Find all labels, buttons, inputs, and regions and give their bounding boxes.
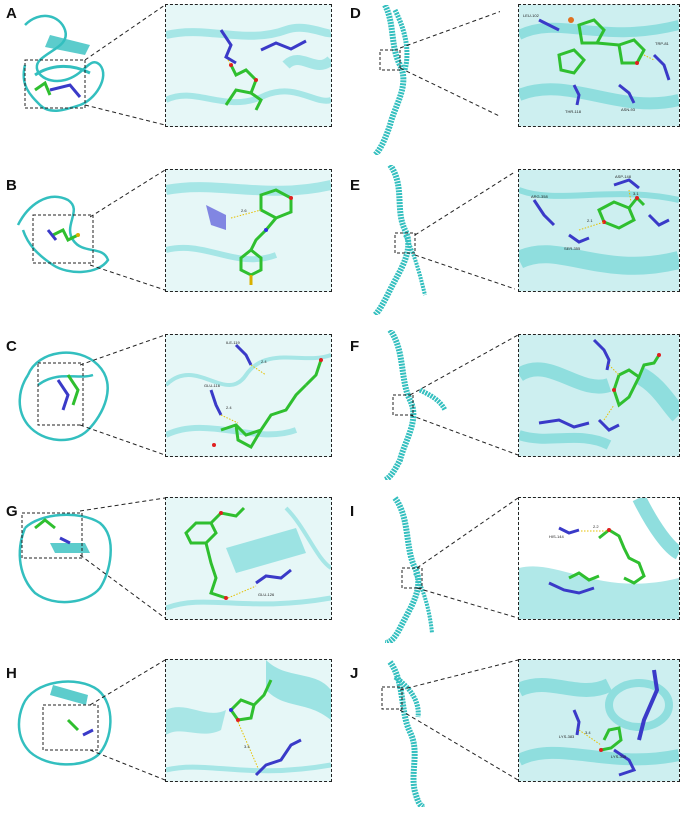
panel-label-j: J: [350, 665, 359, 682]
residue-label-c1: ILE-119: [226, 340, 240, 345]
residue-label-g1: GLU-126: [258, 592, 275, 597]
panel-i: I HIS-144 2.2: [345, 493, 685, 643]
residue-label-j2: LYS-310: [611, 754, 627, 759]
panel-label-c: C: [6, 338, 17, 355]
distance-label-c1: 2.4: [261, 359, 267, 364]
residue-label-c2: GLU-116: [204, 383, 221, 388]
protein-overview-g: [18, 512, 112, 604]
panel-b: B 2.6: [0, 165, 340, 300]
panel-g: G GLU-126: [0, 493, 340, 628]
panel-label-h: H: [6, 665, 17, 682]
zoom-lines-b: [90, 169, 166, 291]
residue-label-d4: TRP-81: [655, 41, 670, 46]
residue-label-e3: SER-355: [564, 246, 581, 251]
zoom-view-a: [165, 4, 332, 127]
distance-label-e1: 2.1: [587, 218, 593, 223]
panel-label-d: D: [350, 5, 361, 22]
panel-h: H 3.4: [0, 655, 340, 790]
zoom-lines-i: [417, 497, 519, 619]
zoom-view-i: HIS-144 2.2: [518, 497, 680, 620]
distance-label-i1: 2.2: [593, 524, 599, 529]
panel-j: J LYS-383 LYS-310 3.4: [345, 655, 685, 807]
protein-overview-b: [16, 195, 110, 274]
zoom-lines-a: [85, 4, 165, 126]
protein-overview-h: [17, 680, 112, 766]
zoom-lines-g: [80, 497, 166, 619]
residue-label-j1: LYS-383: [559, 734, 575, 739]
protein-overview-i: [384, 496, 434, 643]
distance-label-c2: 2.4: [226, 405, 232, 410]
zoom-view-g: GLU-126: [165, 497, 332, 620]
zoom-lines-e: [415, 171, 515, 290]
residue-label-e1: ARG-358: [531, 194, 548, 199]
zoom-lines-d: [400, 11, 500, 117]
panel-a: A: [0, 0, 340, 135]
zoom-view-e: ARG-358 ASP-148 SER-355 2.1 3.1: [518, 169, 680, 292]
panel-label-f: F: [350, 338, 360, 355]
panel-label-i: I: [350, 503, 355, 520]
panel-c: C ILE-119 GLU-116 2.4 2.4: [0, 330, 340, 465]
protein-overview-e: [372, 165, 427, 315]
distance-label-e2: 3.1: [633, 191, 639, 196]
panel-label-g: G: [6, 503, 18, 520]
zoom-lines-j: [400, 659, 519, 781]
residue-label-e2: ASP-148: [615, 174, 632, 179]
zoom-lines-c: [80, 334, 166, 456]
protein-overview-c: [18, 351, 109, 442]
panel-f: F: [345, 330, 685, 480]
zoom-view-f: [518, 334, 680, 457]
distance-label-b: 2.6: [241, 208, 247, 213]
zoom-lines-h: [90, 659, 166, 781]
protein-overview-a: [22, 14, 105, 112]
zoom-view-d: LEU-102 THR-118 ASN-93 TRP-81: [518, 4, 680, 127]
panel-label-a: A: [6, 5, 17, 22]
panel-d: D LEU-102 THR-118 ASN-93 TRP-81: [345, 0, 685, 155]
residue-label-d1: LEU-102: [523, 13, 540, 18]
residue-label-d2: THR-118: [565, 109, 582, 114]
zoom-view-c: ILE-119 GLU-116 2.4 2.4: [165, 334, 332, 457]
zoom-view-b: 2.6: [165, 169, 332, 292]
panel-e: E ARG-358 ASP-148 SER-355 2.1 3.1: [345, 165, 685, 315]
protein-overview-f: [383, 330, 448, 480]
panel-label-b: B: [6, 177, 17, 194]
zoom-lines-f: [410, 334, 519, 456]
panel-label-e: E: [350, 177, 361, 194]
distance-label-h1: 3.4: [244, 744, 250, 749]
protein-overview-j: [381, 660, 426, 807]
residue-label-d3: ASN-93: [621, 107, 636, 112]
zoom-view-h: 3.4: [165, 659, 332, 782]
distance-label-j1: 3.4: [585, 730, 591, 735]
residue-label-i1: HIS-144: [549, 534, 564, 539]
zoom-view-j: LYS-383 LYS-310 3.4: [518, 659, 680, 782]
protein-overview-d: [372, 5, 410, 155]
